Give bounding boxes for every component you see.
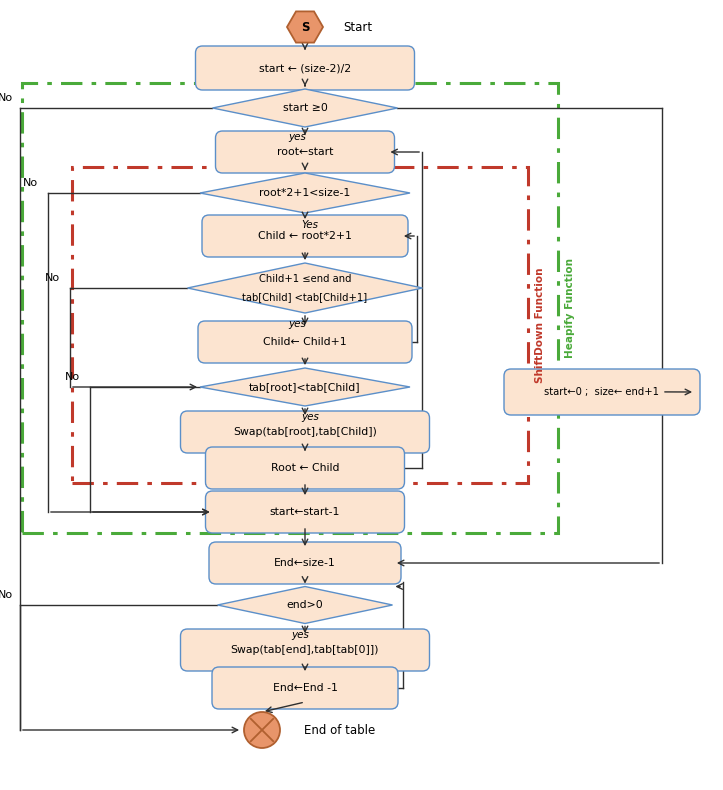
Bar: [22, 83, 558, 533]
FancyBboxPatch shape: [205, 447, 404, 489]
Text: No: No: [0, 93, 12, 103]
Text: End←size-1: End←size-1: [274, 558, 336, 568]
Circle shape: [244, 712, 280, 748]
Text: start ← (size-2)/2: start ← (size-2)/2: [259, 63, 351, 73]
FancyBboxPatch shape: [181, 629, 429, 671]
Text: tab[root]<tab[Child]: tab[root]<tab[Child]: [249, 382, 361, 392]
Polygon shape: [287, 11, 323, 43]
Text: start ≥0: start ≥0: [283, 103, 328, 113]
FancyBboxPatch shape: [212, 667, 398, 709]
Text: Root ← Child: Root ← Child: [270, 463, 339, 473]
Text: Child ← root*2+1: Child ← root*2+1: [258, 231, 352, 241]
FancyBboxPatch shape: [181, 411, 429, 453]
FancyBboxPatch shape: [198, 321, 412, 363]
Text: End of table: End of table: [304, 724, 375, 736]
Text: Swap(tab[end],tab[tab[0]]): Swap(tab[end],tab[tab[0]]): [231, 645, 380, 655]
FancyBboxPatch shape: [504, 369, 700, 415]
Text: Yes: Yes: [301, 220, 319, 230]
Text: yes: yes: [288, 132, 306, 142]
Polygon shape: [218, 586, 393, 623]
Polygon shape: [213, 89, 398, 127]
Text: tab[Child] <tab[Child+1]: tab[Child] <tab[Child+1]: [242, 292, 367, 302]
FancyBboxPatch shape: [215, 131, 395, 173]
Text: Start: Start: [343, 21, 372, 33]
FancyBboxPatch shape: [209, 542, 401, 584]
Text: end>0: end>0: [286, 600, 323, 610]
Text: S: S: [301, 21, 309, 33]
Text: yes: yes: [288, 319, 306, 329]
Text: root*2+1<size-1: root*2+1<size-1: [260, 188, 351, 198]
Polygon shape: [200, 368, 410, 406]
Text: yes: yes: [301, 412, 319, 422]
Text: Heapify Function: Heapify Function: [565, 258, 575, 358]
FancyBboxPatch shape: [195, 46, 414, 90]
Text: No: No: [44, 273, 59, 283]
Polygon shape: [200, 173, 410, 213]
Text: start←0 ;  size← end+1: start←0 ; size← end+1: [544, 387, 659, 397]
Text: End←End -1: End←End -1: [273, 683, 338, 693]
Text: Child← Child+1: Child← Child+1: [263, 337, 347, 347]
Text: ShiftDown Function: ShiftDown Function: [535, 267, 545, 382]
Text: No: No: [22, 178, 38, 188]
FancyBboxPatch shape: [205, 491, 404, 533]
Text: start←start-1: start←start-1: [270, 507, 341, 517]
Polygon shape: [187, 263, 422, 313]
Text: No: No: [0, 590, 12, 600]
Text: yes: yes: [291, 630, 309, 639]
FancyBboxPatch shape: [202, 215, 408, 257]
Text: Swap(tab[root],tab[Child]): Swap(tab[root],tab[Child]): [233, 427, 377, 437]
Text: root←start: root←start: [277, 147, 333, 157]
Text: No: No: [64, 372, 80, 382]
Bar: [72, 167, 528, 483]
Text: Child+1 ≤end and: Child+1 ≤end and: [259, 274, 351, 284]
